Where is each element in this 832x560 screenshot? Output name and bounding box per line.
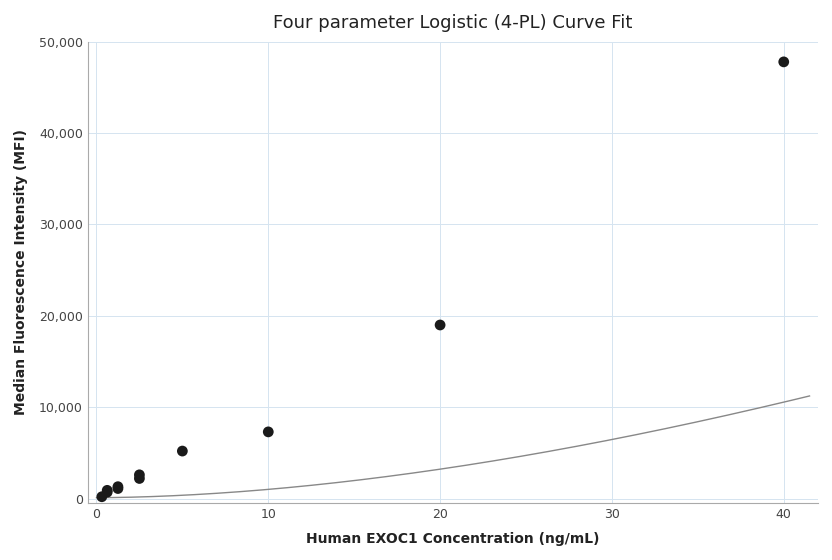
Point (111, 482, 125, 491)
Y-axis label: Median Fluorescence Intensity (MFI): Median Fluorescence Intensity (MFI) (14, 129, 28, 416)
Point (101, 488, 114, 497)
Title: Four parameter Logistic (4-PL) Curve Fit: Four parameter Logistic (4-PL) Curve Fit (273, 14, 632, 32)
Point (261, 427, 275, 436)
Point (433, 320, 447, 329)
Point (176, 446, 189, 455)
Point (101, 486, 114, 495)
Point (133, 474, 146, 483)
Point (133, 470, 146, 479)
Point (95, 492, 108, 501)
Text: R^2=0.9982: R^2=0.9982 (0, 559, 1, 560)
X-axis label: Human EXOC1 Concentration (ng/mL): Human EXOC1 Concentration (ng/mL) (306, 532, 600, 546)
Point (777, 57, 790, 66)
Point (111, 484, 125, 493)
